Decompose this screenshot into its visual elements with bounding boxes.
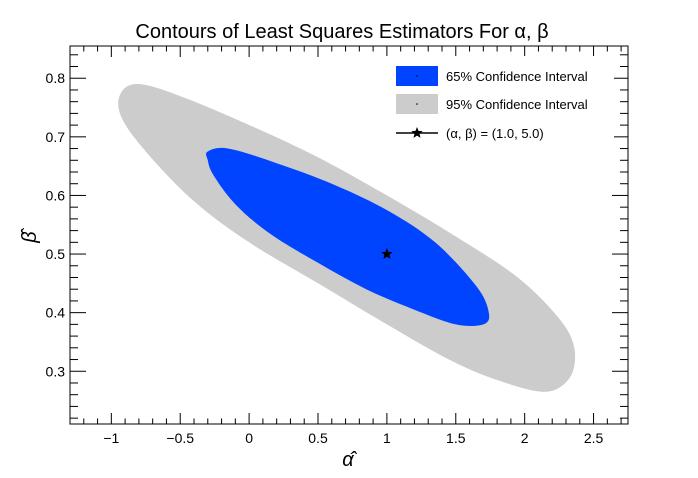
region-65-percent <box>206 147 490 327</box>
legend-star-marker <box>411 127 423 138</box>
axis-tick-labels: −1 −0.5 0 0.5 1 1.5 2 2.5 0.3 0.4 0.5 0.6 0.7 0.8 <box>46 70 604 446</box>
x-tick-label: −0.5 <box>166 430 194 446</box>
x-tick-label: −1 <box>103 430 119 446</box>
true-value-star-marker <box>381 248 393 259</box>
y-tick-label: 0.3 <box>46 363 66 379</box>
y-tick-label: 0.7 <box>46 129 66 145</box>
chart-title: Contours of Least Squares Estimators For… <box>135 21 548 43</box>
legend: 65% Confidence Interval 95% Confidence In… <box>382 56 614 150</box>
x-tick-label: 1.5 <box>446 430 466 446</box>
y-axis-label: β̂ <box>19 227 41 243</box>
legend-swatch-dot <box>416 75 418 77</box>
plot-frame <box>69 45 629 425</box>
x-tick-label: 2 <box>521 430 529 446</box>
axis-ticks <box>69 46 628 424</box>
y-tick-label: 0.8 <box>46 70 66 86</box>
x-tick-label: 0.5 <box>308 430 328 446</box>
x-tick-label: 1 <box>383 430 391 446</box>
legend-swatch-dot <box>416 103 418 105</box>
x-tick-label: 2.5 <box>584 430 604 446</box>
confidence-regions <box>118 83 576 392</box>
y-tick-label: 0.6 <box>46 187 66 203</box>
x-tick-label: 0 <box>245 430 253 446</box>
legend-label: 65% Confidence Interval <box>446 69 588 84</box>
y-tick-label: 0.4 <box>46 305 66 321</box>
legend-label: (α, β) = (1.0, 5.0) <box>446 126 544 141</box>
legend-entries: 65% Confidence Interval 95% Confidence In… <box>396 66 588 141</box>
legend-label: 95% Confidence Interval <box>446 97 588 112</box>
y-tick-label: 0.5 <box>46 246 66 262</box>
